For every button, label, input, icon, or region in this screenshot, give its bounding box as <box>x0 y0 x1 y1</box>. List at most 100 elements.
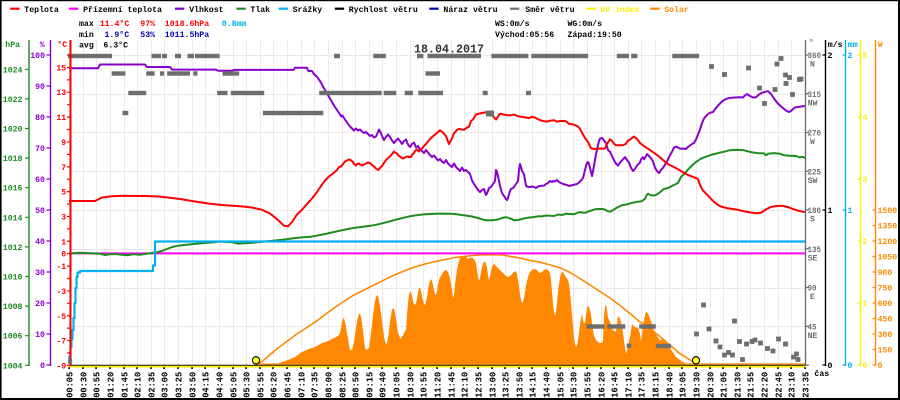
svg-text:0: 0 <box>878 361 883 371</box>
svg-text:1.9°C: 1.9°C <box>105 30 130 40</box>
svg-text:12:35: 12:35 <box>475 372 485 398</box>
svg-text:23:35: 23:35 <box>802 372 812 398</box>
svg-text:SW: SW <box>808 176 819 186</box>
svg-text:06:45: 06:45 <box>284 372 294 398</box>
svg-text:00:05: 00:05 <box>66 372 76 398</box>
svg-text:21:55: 21:55 <box>747 372 757 398</box>
svg-text:5: 5 <box>61 188 66 198</box>
svg-text:°: ° <box>809 38 814 48</box>
svg-text:03:25: 03:25 <box>175 372 185 398</box>
svg-text:04:40: 04:40 <box>216 372 226 398</box>
svg-text:čas: čas <box>814 369 829 379</box>
svg-text:600: 600 <box>878 299 893 309</box>
svg-text:N: N <box>810 60 815 70</box>
svg-text:10:55: 10:55 <box>420 372 430 398</box>
svg-text:-5: -5 <box>56 312 66 322</box>
svg-text:13: 13 <box>56 88 66 98</box>
svg-text:Východ:05:56: Východ:05:56 <box>495 30 554 40</box>
svg-text:hPa: hPa <box>5 40 20 50</box>
svg-text:11: 11 <box>56 113 66 123</box>
svg-text:UV index: UV index <box>600 5 639 15</box>
svg-text:20: 20 <box>35 299 45 309</box>
svg-text:1022: 1022 <box>3 95 23 105</box>
svg-text:WS:0m/s: WS:0m/s <box>495 19 530 29</box>
svg-text:Směr větru: Směr větru <box>525 5 574 15</box>
svg-text:3: 3 <box>61 212 66 222</box>
svg-text:Teplota: Teplota <box>24 5 59 15</box>
svg-text:00:55: 00:55 <box>93 372 103 398</box>
svg-text:SE: SE <box>808 253 818 263</box>
svg-text:W: W <box>810 137 816 147</box>
svg-text:1016: 1016 <box>3 184 23 194</box>
svg-text:07:10: 07:10 <box>298 372 308 398</box>
svg-text:100: 100 <box>30 51 45 61</box>
svg-text:17:10: 17:10 <box>625 372 635 398</box>
svg-text:2: 2 <box>848 51 853 61</box>
svg-text:1200: 1200 <box>878 237 898 247</box>
svg-text:2: 2 <box>863 237 868 247</box>
svg-text:14:40: 14:40 <box>543 372 553 398</box>
svg-text:00:30: 00:30 <box>80 372 90 398</box>
svg-text:45: 45 <box>808 322 817 332</box>
svg-text:05:05: 05:05 <box>230 372 240 398</box>
svg-text:12:10: 12:10 <box>461 372 471 398</box>
svg-text:315: 315 <box>808 90 822 100</box>
svg-text:Rychlost větru: Rychlost větru <box>349 5 418 15</box>
svg-text:180: 180 <box>808 206 822 216</box>
svg-text:0: 0 <box>828 361 833 371</box>
svg-text:Náraz větru: Náraz větru <box>443 5 497 15</box>
svg-text:10:05: 10:05 <box>393 372 403 398</box>
svg-text:Tlak: Tlak <box>250 5 270 15</box>
svg-text:1014: 1014 <box>3 213 23 223</box>
svg-text:mm: mm <box>848 40 858 50</box>
svg-text:-7: -7 <box>56 337 66 347</box>
svg-text:7: 7 <box>61 163 66 173</box>
svg-text:900: 900 <box>878 268 893 278</box>
svg-text:Vlhkost: Vlhkost <box>189 5 224 15</box>
svg-text:1008: 1008 <box>3 302 23 312</box>
svg-text:09:40: 09:40 <box>379 372 389 398</box>
svg-text:21:30: 21:30 <box>734 372 744 398</box>
svg-text:15:05: 15:05 <box>557 372 567 398</box>
svg-text:NW: NW <box>808 98 819 108</box>
svg-text:08:00: 08:00 <box>325 372 335 398</box>
svg-text:1: 1 <box>848 206 853 216</box>
svg-text:15: 15 <box>56 63 66 73</box>
svg-text:18.04.2017: 18.04.2017 <box>414 42 484 56</box>
svg-text:max: max <box>79 19 94 29</box>
svg-text:3: 3 <box>863 175 868 185</box>
svg-text:1024: 1024 <box>3 65 23 75</box>
svg-text:4: 4 <box>863 113 868 123</box>
svg-text:1: 1 <box>828 206 833 216</box>
svg-text:10: 10 <box>35 330 45 340</box>
svg-text:19:05: 19:05 <box>679 372 689 398</box>
svg-text:1050: 1050 <box>878 253 898 263</box>
svg-text:270: 270 <box>808 129 822 139</box>
svg-text:avg: avg <box>79 41 94 51</box>
svg-text:min: min <box>79 30 94 40</box>
svg-text:90: 90 <box>808 284 817 294</box>
svg-text:15:55: 15:55 <box>584 372 594 398</box>
svg-text:0: 0 <box>848 361 853 371</box>
svg-text:%: % <box>40 40 46 50</box>
svg-text:750: 750 <box>878 284 893 294</box>
svg-text:22:45: 22:45 <box>775 372 785 398</box>
svg-text:1020: 1020 <box>3 125 23 135</box>
svg-text:Solar: Solar <box>664 5 689 15</box>
svg-text:-9: -9 <box>56 361 66 371</box>
svg-text:14:15: 14:15 <box>529 372 539 398</box>
svg-text:04:15: 04:15 <box>202 372 212 398</box>
svg-text:450: 450 <box>878 315 893 325</box>
svg-text:-3: -3 <box>56 287 66 297</box>
svg-text:300: 300 <box>878 330 893 340</box>
svg-text:13:25: 13:25 <box>502 372 512 398</box>
svg-text:°C: °C <box>57 40 67 50</box>
svg-text:06:20: 06:20 <box>270 372 280 398</box>
svg-text:2: 2 <box>828 51 833 61</box>
svg-text:17:35: 17:35 <box>638 372 648 398</box>
svg-text:50: 50 <box>35 206 45 216</box>
svg-text:1350: 1350 <box>878 222 898 232</box>
svg-text:01:45: 01:45 <box>121 372 131 398</box>
svg-text:225: 225 <box>808 167 822 177</box>
svg-text:90: 90 <box>35 82 45 92</box>
